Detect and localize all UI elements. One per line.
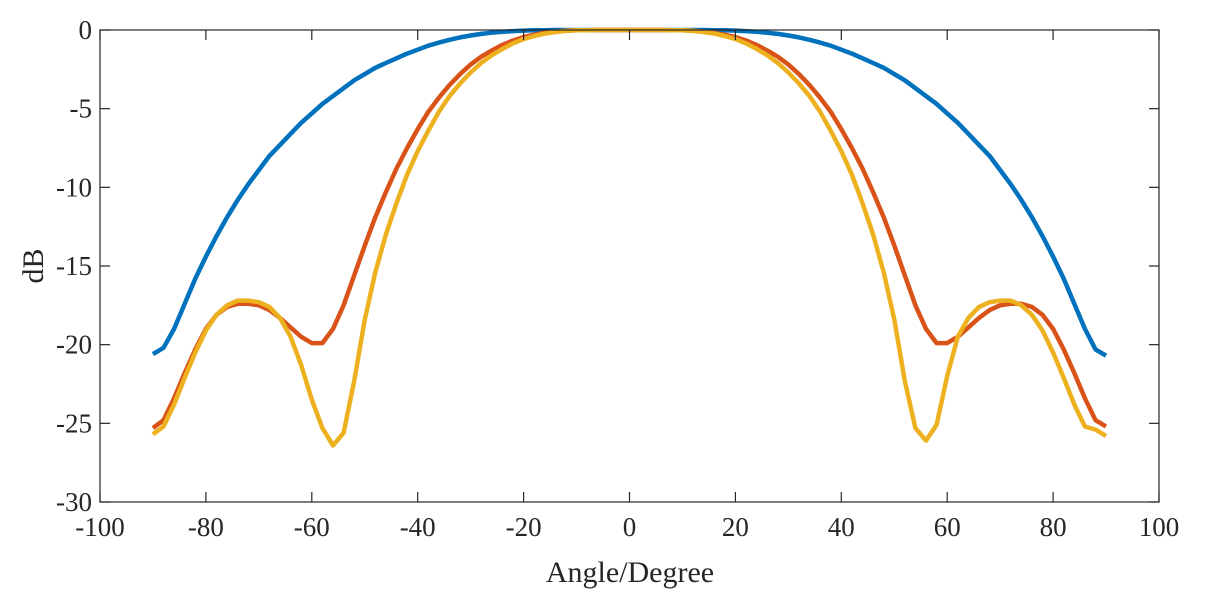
series-line-1 (151, 27, 1108, 358)
series-layer (151, 27, 1108, 448)
y-axis-title: dB (17, 248, 50, 283)
y-tick-label: -20 (56, 330, 92, 360)
x-tick-label: -100 (75, 512, 125, 542)
series-line-3 (151, 27, 1108, 448)
y-tick-label: 0 (79, 15, 93, 45)
x-axis-title: Angle/Degree (546, 556, 714, 589)
y-tick-label: -15 (56, 251, 92, 281)
x-tick-label: -20 (506, 512, 542, 542)
series-line-2 (151, 27, 1108, 430)
x-tick-label: 80 (1040, 512, 1067, 542)
x-tick-label: 40 (828, 512, 855, 542)
x-tick-label: 60 (934, 512, 961, 542)
x-tick-label: 20 (722, 512, 749, 542)
x-tick-label: -40 (400, 512, 436, 542)
y-tick-label: -30 (56, 487, 92, 517)
x-tick-label: -60 (294, 512, 330, 542)
y-tick-label: -10 (56, 172, 92, 202)
x-tick-label: 0 (623, 512, 637, 542)
x-tick-label: -80 (188, 512, 224, 542)
tick-layer: -100 -80 -60 -40 -20 0 20 40 60 80 100 0 -5 -10 -15 -20… (56, 15, 1179, 542)
axes-box (99, 29, 1160, 503)
x-tick-label: 100 (1139, 512, 1180, 542)
y-tick-label: -5 (70, 94, 93, 124)
y-tick-label: -25 (56, 408, 92, 438)
